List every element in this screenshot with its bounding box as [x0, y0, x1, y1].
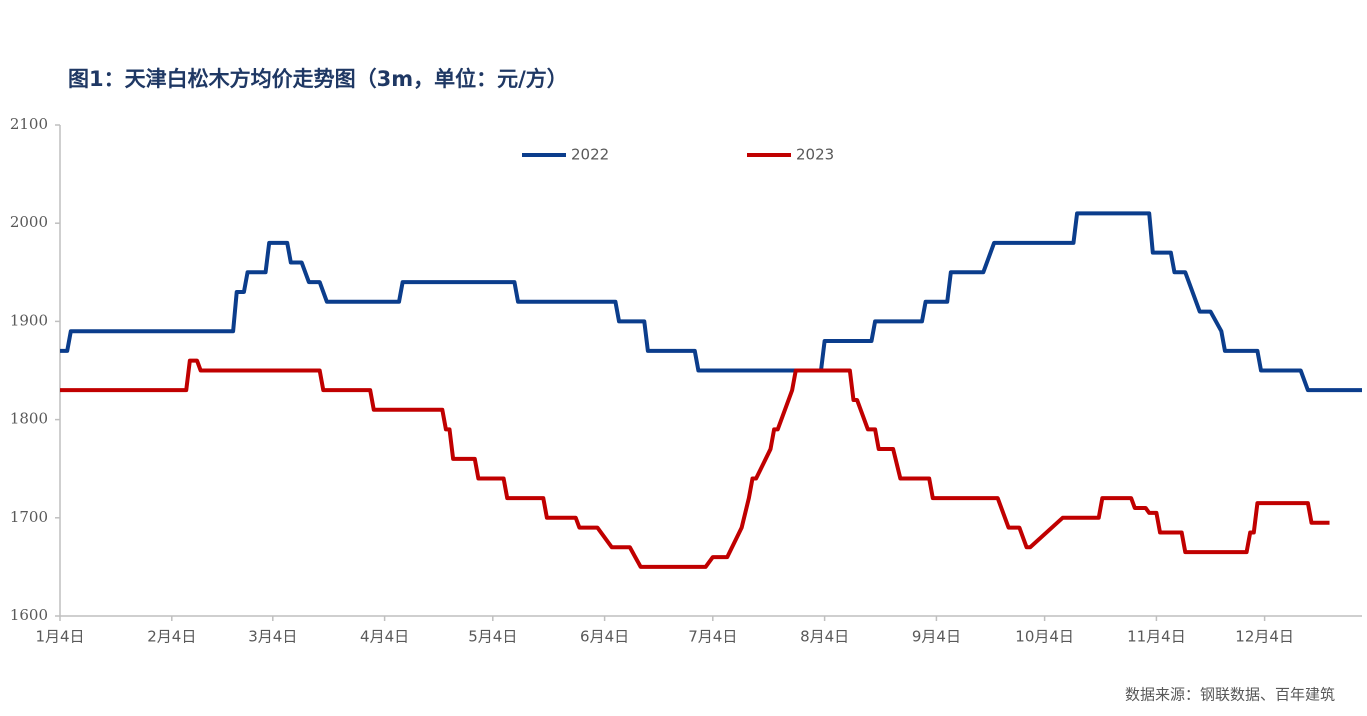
source-note: 数据来源：钢联数据、百年建筑 [1125, 686, 1335, 704]
legend-label: 2022 [571, 146, 609, 164]
x-tick-label: 8月4日 [800, 628, 849, 646]
series-line [60, 358, 1330, 569]
series-line [60, 211, 1362, 393]
x-tick-label: 2月4日 [147, 628, 196, 646]
x-tick-label: 5月4日 [468, 628, 517, 646]
y-tick-label: 2100 [10, 115, 48, 133]
x-tick-label: 7月4日 [688, 628, 737, 646]
y-tick-label: 1700 [10, 508, 48, 526]
legend-label: 2023 [796, 146, 834, 164]
x-tick-label: 3月4日 [248, 628, 297, 646]
x-tick-label: 11月4日 [1127, 628, 1186, 646]
x-tick-label: 9月4日 [912, 628, 961, 646]
y-tick-label: 1600 [10, 606, 48, 624]
chart-title: 图1：天津白松木方均价走势图（3m，单位：元/方） [68, 67, 568, 91]
x-tick-label: 12月4日 [1235, 628, 1294, 646]
x-tick-label: 1月4日 [35, 628, 84, 646]
x-tick-label: 4月4日 [360, 628, 409, 646]
y-tick-label: 2000 [10, 213, 48, 231]
y-tick-label: 1800 [10, 410, 48, 428]
x-tick-label: 10月4日 [1015, 628, 1074, 646]
x-tick-label: 6月4日 [580, 628, 629, 646]
y-tick-label: 1900 [10, 311, 48, 329]
